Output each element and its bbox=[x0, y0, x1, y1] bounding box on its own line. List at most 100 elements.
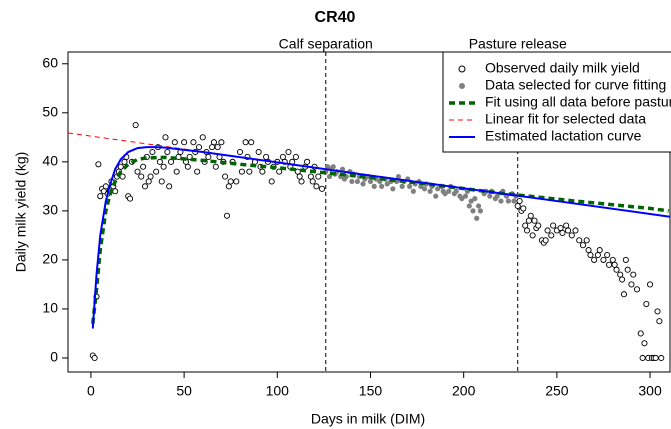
data-point bbox=[516, 198, 523, 205]
data-point bbox=[421, 186, 428, 192]
data-point bbox=[529, 232, 536, 239]
data-point bbox=[472, 196, 478, 202]
data-point bbox=[619, 276, 626, 283]
data-point bbox=[325, 164, 331, 170]
data-point bbox=[184, 163, 191, 170]
data-point bbox=[591, 256, 598, 263]
data-point bbox=[112, 188, 119, 195]
data-point bbox=[474, 215, 480, 221]
data-point bbox=[637, 330, 644, 337]
data-point bbox=[611, 261, 618, 268]
data-point bbox=[647, 281, 654, 288]
data-point bbox=[225, 183, 232, 190]
y-tick-label: 0 bbox=[50, 349, 58, 365]
data-point bbox=[276, 168, 283, 175]
data-point bbox=[140, 163, 147, 170]
data-point bbox=[600, 256, 607, 263]
legend-label: Observed daily milk yield bbox=[485, 60, 640, 76]
data-point bbox=[658, 354, 665, 362]
data-point bbox=[218, 139, 225, 146]
legend-label: Data selected for curve fitting bbox=[485, 77, 666, 93]
data-point bbox=[633, 286, 641, 293]
data-point bbox=[559, 229, 566, 236]
data-point bbox=[453, 188, 459, 194]
data-point bbox=[259, 168, 266, 175]
data-point bbox=[149, 148, 156, 156]
data-point bbox=[164, 148, 171, 156]
legend-label: Linear fit for selected data bbox=[485, 111, 646, 127]
data-point bbox=[628, 281, 635, 288]
data-point bbox=[594, 251, 601, 259]
data-point bbox=[102, 183, 109, 190]
data-point bbox=[622, 256, 629, 263]
data-point bbox=[427, 188, 433, 194]
y-tick-label: 10 bbox=[42, 300, 58, 316]
data-point bbox=[617, 271, 624, 278]
data-point bbox=[160, 163, 167, 170]
data-point bbox=[233, 178, 240, 185]
data-point bbox=[531, 217, 538, 224]
data-point bbox=[268, 178, 275, 185]
data-point bbox=[656, 318, 663, 325]
data-point bbox=[520, 205, 527, 212]
data-point bbox=[433, 193, 439, 199]
data-point bbox=[542, 237, 549, 244]
x-tick-label: 200 bbox=[452, 383, 476, 399]
legend-marker bbox=[458, 65, 466, 73]
data-point bbox=[466, 203, 472, 209]
data-point bbox=[190, 139, 197, 146]
y-tick-label: 30 bbox=[42, 202, 58, 218]
legend-label: Estimated lactation curve bbox=[485, 128, 642, 144]
data-point bbox=[248, 139, 255, 146]
event-label: Pasture release bbox=[469, 36, 567, 52]
data-point bbox=[630, 271, 637, 278]
data-point bbox=[97, 193, 104, 200]
data-point bbox=[134, 168, 141, 175]
data-point bbox=[349, 178, 355, 185]
data-point bbox=[285, 148, 292, 156]
data-point bbox=[604, 251, 611, 259]
data-point bbox=[279, 153, 286, 160]
data-point bbox=[459, 196, 465, 202]
data-point bbox=[446, 188, 452, 194]
data-point bbox=[606, 261, 613, 268]
data-point bbox=[236, 148, 244, 156]
data-point bbox=[550, 222, 557, 229]
data-point bbox=[168, 158, 175, 165]
data-point bbox=[494, 193, 500, 199]
data-point bbox=[296, 173, 303, 180]
data-point bbox=[390, 186, 396, 192]
data-point bbox=[298, 178, 305, 185]
x-tick-label: 250 bbox=[545, 383, 569, 399]
data-point bbox=[145, 178, 152, 185]
data-point bbox=[563, 222, 570, 229]
data-point bbox=[127, 195, 134, 202]
data-point bbox=[246, 168, 253, 175]
data-point bbox=[585, 247, 592, 254]
data-point bbox=[181, 139, 188, 146]
data-point bbox=[173, 168, 180, 175]
data-point bbox=[354, 178, 361, 185]
data-point bbox=[371, 183, 377, 189]
data-point bbox=[434, 186, 441, 192]
data-point bbox=[596, 247, 603, 254]
data-point bbox=[205, 153, 212, 160]
data-point bbox=[527, 212, 534, 219]
x-tick-label: 150 bbox=[359, 383, 383, 399]
data-point bbox=[395, 173, 402, 180]
data-point bbox=[292, 153, 299, 160]
data-point bbox=[462, 193, 469, 199]
data-point bbox=[121, 158, 128, 165]
data-point bbox=[410, 188, 416, 194]
data-point bbox=[138, 173, 145, 180]
data-point bbox=[158, 178, 165, 185]
data-point bbox=[525, 217, 532, 224]
data-point bbox=[132, 122, 139, 129]
data-point bbox=[91, 354, 98, 362]
y-axis-label: Daily milk yield (kg) bbox=[13, 152, 29, 273]
data-point bbox=[470, 208, 476, 214]
data-point bbox=[535, 222, 542, 229]
data-point bbox=[210, 139, 217, 146]
data-point bbox=[238, 168, 245, 175]
